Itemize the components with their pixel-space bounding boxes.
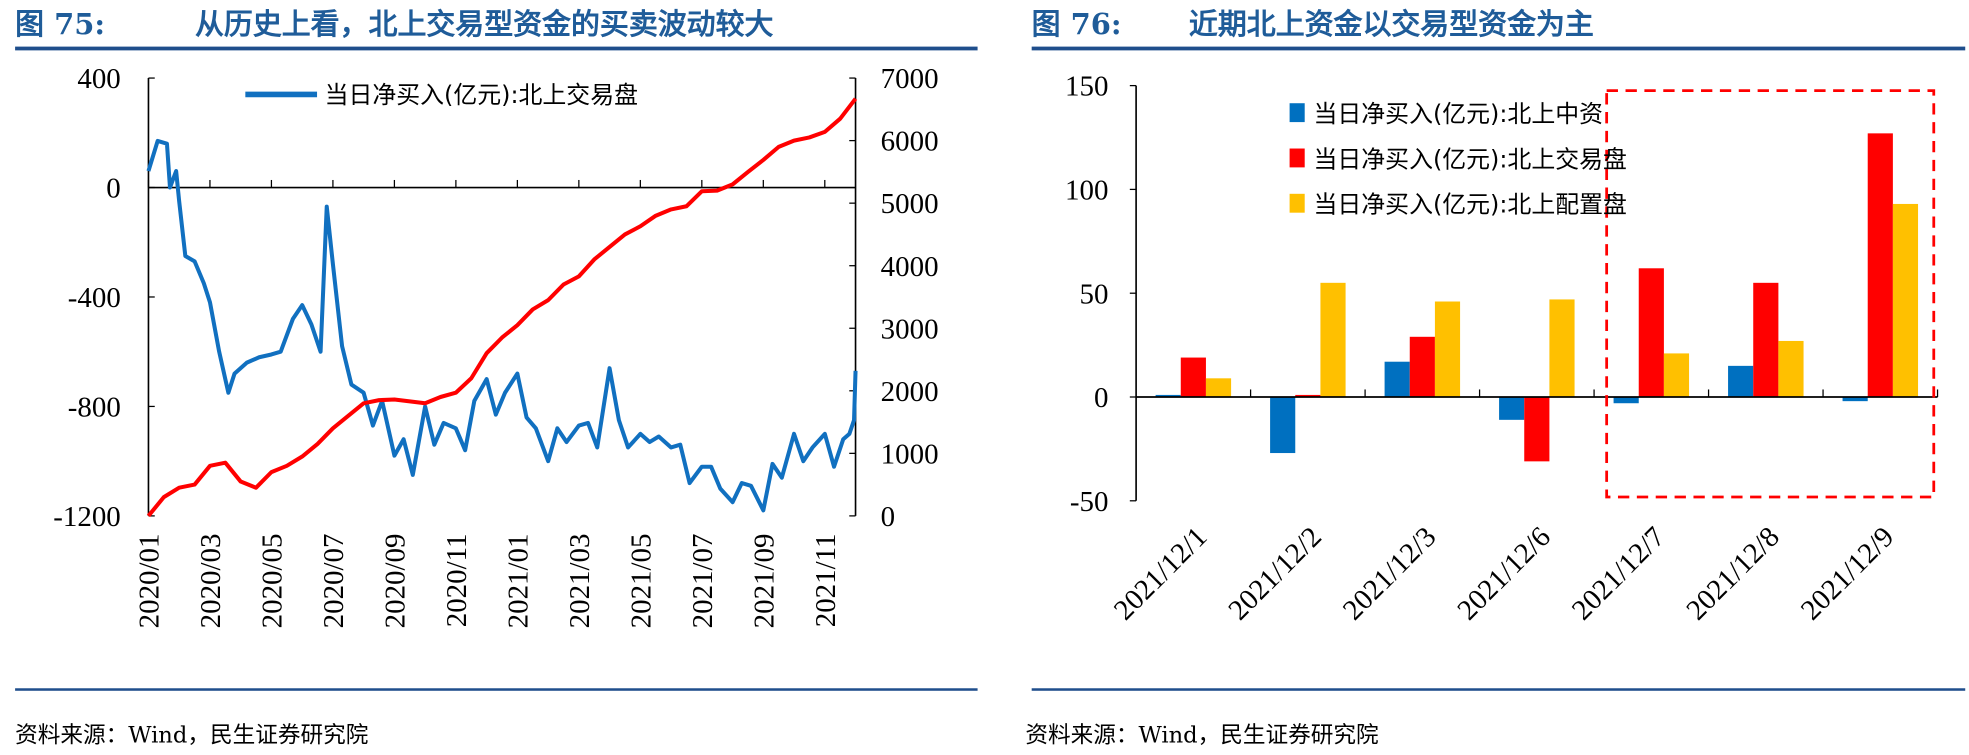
- bar: [1270, 397, 1296, 454]
- highlight-box: [1605, 89, 1936, 499]
- bar: [1663, 353, 1690, 398]
- x-tick-label: 2021/12/9: [1795, 521, 1901, 627]
- figure-75-title: 从历史上看，北上交易型资金的买卖波动较大: [195, 7, 774, 41]
- bar: [1778, 340, 1804, 398]
- right-y-tick-label: 2000: [881, 376, 939, 408]
- left-y-tick-label: -1200: [53, 501, 120, 533]
- x-tick-label: 2020/07: [318, 534, 350, 629]
- x-tick-label: 2020/01: [134, 534, 166, 629]
- legend-swatch: [1289, 148, 1305, 168]
- x-tick-label: 2021/12/2: [1222, 521, 1328, 627]
- y-tick-label: 0: [1094, 382, 1108, 414]
- bar: [1524, 397, 1550, 462]
- legend-swatch: [1289, 103, 1305, 123]
- y-tick-label: 100: [1065, 174, 1108, 206]
- x-tick-label: 2021/12/8: [1680, 521, 1786, 627]
- bar: [1753, 282, 1779, 398]
- bar: [1180, 357, 1206, 398]
- bar: [1892, 203, 1919, 398]
- left-y-tick-label: -400: [68, 282, 121, 314]
- x-tick-label: 2021/05: [625, 534, 657, 629]
- bar: [1409, 336, 1435, 398]
- title-rule: [1031, 46, 1966, 51]
- bar: [1434, 301, 1461, 398]
- right-y-tick-label: 1000: [881, 438, 939, 470]
- bar: [1613, 397, 1639, 404]
- bar: [1867, 133, 1893, 398]
- y-tick-label: 50: [1080, 278, 1109, 310]
- left-y-tick-label: 400: [77, 63, 120, 95]
- x-tick-label: 2021/12/3: [1337, 521, 1443, 627]
- bar: [1384, 361, 1410, 398]
- bottom-rule: [15, 688, 978, 691]
- legend-label: 当日净买入(亿元):北上中资: [1314, 100, 1604, 128]
- bar: [1320, 282, 1346, 398]
- x-tick-label: 2020/05: [256, 534, 288, 629]
- cumulative-line: [146, 97, 858, 518]
- x-tick-label: 2021/01: [502, 534, 534, 629]
- x-tick-label: 2020/09: [379, 534, 411, 629]
- figure-76-title: 近期北上资金以交易型资金为主: [1189, 7, 1594, 41]
- x-tick-label: 2021/09: [748, 534, 780, 629]
- bar: [1728, 365, 1754, 398]
- figure-75: 图 75: 从历史上看，北上交易型资金的买卖波动较大 4000-400-800-…: [15, 7, 978, 748]
- bar: [1155, 394, 1181, 398]
- x-tick-label: 2020/03: [195, 534, 227, 629]
- right-y-tick-label: 3000: [881, 313, 939, 345]
- y-tick-label: -50: [1070, 486, 1109, 518]
- right-y-tick-label: 5000: [881, 188, 939, 220]
- legend-label: 当日净买入(亿元):北上配置盘: [1314, 191, 1627, 219]
- left-y-tick-label: 0: [106, 173, 120, 205]
- x-tick-label: 2021/12/1: [1108, 521, 1214, 627]
- title-rule: [15, 46, 978, 51]
- figure-76-label: 图 76:: [1032, 7, 1122, 41]
- right-y-tick-label: 6000: [881, 126, 939, 158]
- source-note: 资料来源：Wind，民生证券研究院: [1025, 722, 1378, 748]
- x-tick-label: 2021/07: [687, 534, 719, 629]
- right-y-tick-label: 0: [881, 501, 895, 533]
- bar: [1842, 397, 1868, 402]
- figure-76: 图 76: 近期北上资金以交易型资金为主 150100500-502021/12…: [1025, 7, 1966, 748]
- figure-75-label: 图 75:: [15, 7, 105, 41]
- legend-label: 当日净买入(亿元):北上交易盘: [1314, 145, 1627, 173]
- right-y-tick-label: 7000: [881, 63, 939, 95]
- x-tick-label: 2021/12/6: [1451, 521, 1557, 627]
- bar: [1638, 268, 1664, 398]
- y-tick-label: 150: [1065, 71, 1108, 103]
- bar: [1205, 378, 1232, 398]
- x-tick-label: 2020/11: [441, 534, 473, 628]
- x-tick-label: 2021/11: [810, 534, 842, 628]
- left-y-tick-label: -800: [68, 392, 121, 424]
- source-note: 资料来源：Wind，民生证券研究院: [15, 722, 368, 748]
- right-y-tick-label: 4000: [881, 251, 939, 283]
- bar: [1549, 299, 1575, 398]
- bar: [1295, 394, 1321, 398]
- legend-label: 当日净买入(亿元):北上交易盘: [325, 81, 638, 109]
- line-chart: 4000-400-800-120070006000500040003000200…: [53, 63, 938, 628]
- legend-swatch: [1289, 193, 1305, 213]
- x-tick-label: 2021/03: [564, 534, 596, 629]
- x-tick-label: 2021/12/7: [1566, 521, 1672, 627]
- bar: [1499, 397, 1525, 420]
- net-buy-trading-line: [146, 138, 858, 513]
- bottom-rule: [1031, 688, 1966, 691]
